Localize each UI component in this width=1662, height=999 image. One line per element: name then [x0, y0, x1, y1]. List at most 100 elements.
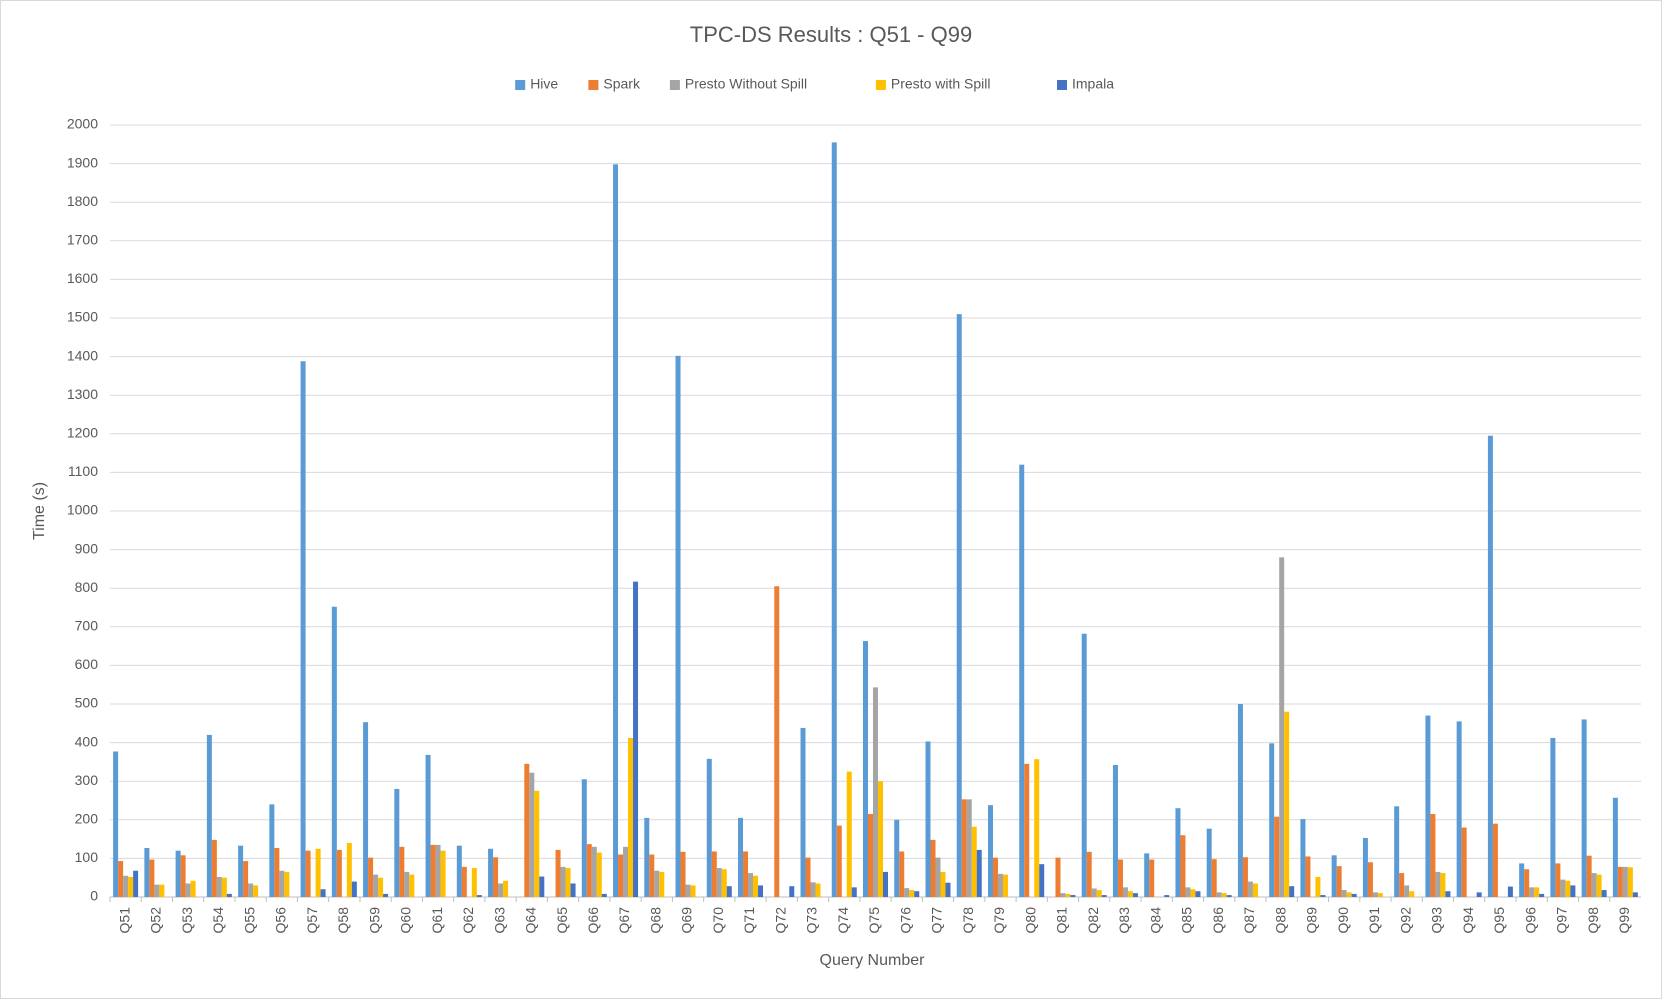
- bar: [815, 883, 821, 897]
- legend-label: Presto Without Spill: [685, 76, 807, 92]
- bar: [586, 844, 592, 897]
- x-tick-label: Q88: [1272, 907, 1288, 934]
- bar: [738, 817, 744, 897]
- x-tick-label: Q53: [179, 907, 195, 934]
- bar: [1519, 863, 1525, 897]
- bar: [1132, 893, 1138, 897]
- legend-label: Spark: [603, 76, 641, 92]
- bar: [1195, 891, 1201, 897]
- bar: [118, 861, 124, 897]
- bar: [149, 859, 155, 897]
- x-tick-label: Q70: [710, 907, 726, 934]
- bar: [279, 870, 285, 897]
- x-tick-label: Q68: [647, 907, 663, 934]
- bar: [1550, 737, 1556, 897]
- y-tick-label: 300: [75, 772, 99, 788]
- bar: [1122, 887, 1128, 897]
- bar: [1269, 743, 1275, 897]
- bar: [971, 826, 977, 897]
- bar: [1456, 721, 1462, 897]
- x-tick-label: Q75: [866, 907, 882, 934]
- bar: [711, 851, 717, 897]
- bar: [1487, 435, 1493, 897]
- x-tick-label: Q85: [1179, 907, 1195, 934]
- bar: [1039, 864, 1045, 897]
- bar: [300, 361, 306, 897]
- bar: [269, 804, 275, 897]
- bar: [1507, 886, 1513, 897]
- bar: [1164, 895, 1170, 897]
- bar: [1394, 806, 1400, 897]
- bar: [925, 741, 931, 897]
- bar: [440, 850, 446, 897]
- bar: [1445, 891, 1451, 897]
- bar: [430, 844, 436, 897]
- bar: [789, 886, 795, 897]
- bar: [1034, 759, 1040, 897]
- y-tick-label: 1100: [68, 463, 98, 479]
- bar: [1377, 893, 1383, 897]
- bar: [1367, 862, 1373, 897]
- y-tick-label: 100: [75, 849, 99, 865]
- bar: [633, 581, 639, 897]
- bar: [899, 851, 905, 897]
- bar: [675, 355, 681, 897]
- bar: [1055, 857, 1061, 897]
- legend-swatch: [669, 80, 680, 90]
- x-tick-label: Q96: [1522, 907, 1538, 934]
- bar: [1461, 827, 1467, 897]
- bar: [133, 870, 139, 897]
- x-tick-label: Q99: [1616, 907, 1632, 934]
- bar: [1060, 893, 1066, 897]
- bar: [774, 586, 780, 897]
- bar: [992, 857, 998, 897]
- bar: [810, 882, 816, 897]
- bar: [1216, 892, 1222, 897]
- bar: [877, 781, 883, 897]
- y-tick-label: 200: [75, 811, 99, 827]
- bar: [1180, 835, 1186, 897]
- bar: [315, 848, 321, 897]
- x-tick-label: Q90: [1335, 907, 1351, 934]
- bar: [628, 737, 634, 897]
- bar: [1175, 808, 1181, 897]
- bar: [373, 874, 379, 897]
- y-tick-label: 1200: [67, 425, 98, 441]
- x-tick-label: Q78: [960, 907, 976, 934]
- x-tick-label: Q92: [1397, 907, 1413, 934]
- legend-swatch: [1057, 80, 1067, 90]
- bar: [591, 846, 597, 897]
- bar: [1539, 893, 1545, 897]
- bar: [331, 606, 337, 897]
- bar: [1560, 879, 1566, 897]
- bar: [1476, 892, 1482, 897]
- bar: [1112, 764, 1118, 897]
- bar: [961, 799, 967, 897]
- bar: [1555, 863, 1561, 897]
- bar: [1206, 828, 1212, 897]
- bar: [1601, 890, 1607, 897]
- bar: [534, 790, 540, 897]
- bar: [987, 805, 993, 897]
- bar: [1570, 885, 1576, 897]
- bar: [894, 819, 900, 897]
- legend-label: Impala: [1072, 76, 1114, 92]
- bar: [851, 887, 857, 897]
- bar: [1300, 819, 1306, 897]
- bar: [221, 877, 227, 897]
- bar: [1320, 895, 1326, 897]
- x-tick-label: Q69: [679, 907, 695, 934]
- x-tick-label: Q58: [335, 907, 351, 934]
- bar: [461, 866, 467, 897]
- x-tick-label: Q77: [929, 907, 945, 934]
- x-tick-label: Q86: [1210, 907, 1226, 934]
- y-axis-title: Time (s): [31, 482, 48, 540]
- y-tick-label: 1800: [67, 193, 98, 209]
- bar: [524, 763, 530, 897]
- bar: [1096, 890, 1102, 897]
- bar: [748, 873, 754, 897]
- bar: [1362, 837, 1368, 897]
- y-tick-label: 0: [90, 888, 98, 904]
- bar: [1305, 856, 1311, 897]
